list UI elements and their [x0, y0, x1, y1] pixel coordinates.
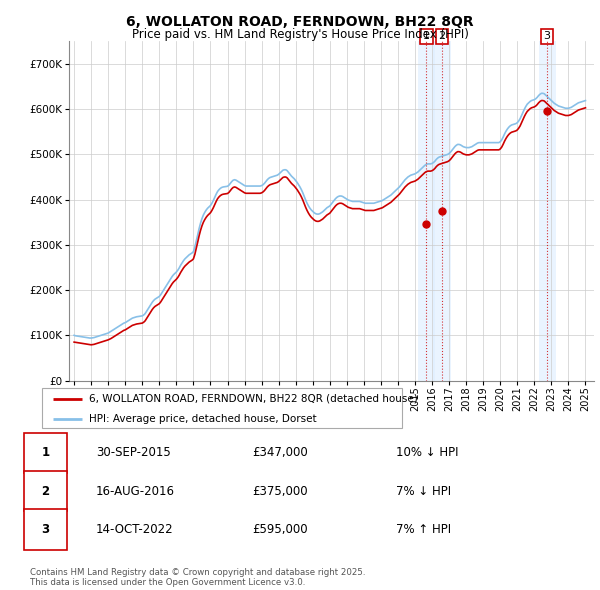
Text: 3: 3 [544, 31, 551, 41]
Text: 6, WOLLATON ROAD, FERNDOWN, BH22 8QR: 6, WOLLATON ROAD, FERNDOWN, BH22 8QR [126, 15, 474, 29]
Text: 14-OCT-2022: 14-OCT-2022 [96, 523, 173, 536]
Text: £347,000: £347,000 [252, 446, 308, 460]
Bar [539, 41, 556, 381]
Text: 1: 1 [423, 31, 430, 41]
Text: HPI: Average price, detached house, Dorset: HPI: Average price, detached house, Dors… [89, 414, 316, 424]
FancyBboxPatch shape [42, 388, 402, 428]
Bar [418, 41, 435, 381]
Text: 2: 2 [439, 31, 446, 41]
Text: 1: 1 [41, 446, 50, 460]
Bar [433, 41, 451, 381]
Text: 6, WOLLATON ROAD, FERNDOWN, BH22 8QR (detached house): 6, WOLLATON ROAD, FERNDOWN, BH22 8QR (de… [89, 394, 418, 404]
Text: 10% ↓ HPI: 10% ↓ HPI [396, 446, 458, 460]
Text: £595,000: £595,000 [252, 523, 308, 536]
Text: £375,000: £375,000 [252, 484, 308, 498]
Text: 7% ↓ HPI: 7% ↓ HPI [396, 484, 451, 498]
Text: 30-SEP-2015: 30-SEP-2015 [96, 446, 171, 460]
Text: 16-AUG-2016: 16-AUG-2016 [96, 484, 175, 498]
Text: Contains HM Land Registry data © Crown copyright and database right 2025.
This d: Contains HM Land Registry data © Crown c… [30, 568, 365, 587]
Text: 2: 2 [41, 484, 50, 498]
Text: Price paid vs. HM Land Registry's House Price Index (HPI): Price paid vs. HM Land Registry's House … [131, 28, 469, 41]
Text: 3: 3 [41, 523, 50, 536]
Text: 7% ↑ HPI: 7% ↑ HPI [396, 523, 451, 536]
